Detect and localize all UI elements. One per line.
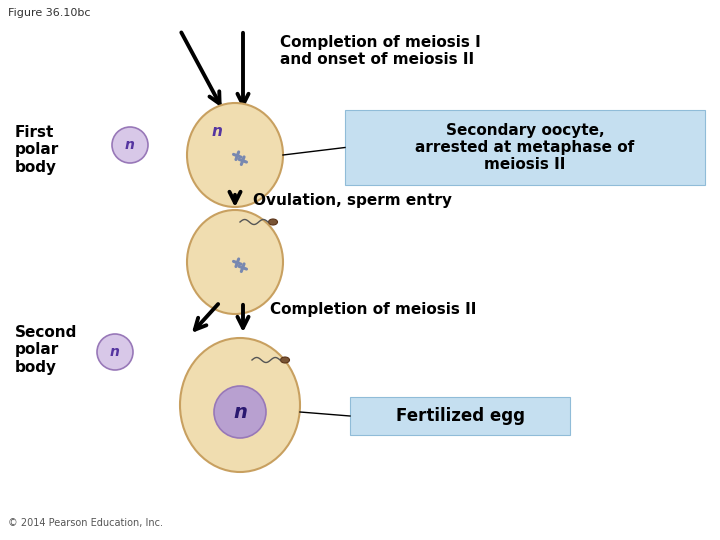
Ellipse shape — [187, 210, 283, 314]
Text: Ovulation, sperm entry: Ovulation, sperm entry — [253, 192, 452, 207]
Text: n: n — [212, 125, 222, 139]
Text: n: n — [125, 138, 135, 152]
Ellipse shape — [97, 334, 133, 370]
FancyBboxPatch shape — [350, 397, 570, 435]
Circle shape — [214, 386, 266, 438]
Text: Secondary oocyte,
arrested at metaphase of
meiosis II: Secondary oocyte, arrested at metaphase … — [415, 123, 634, 172]
Ellipse shape — [112, 127, 148, 163]
Text: Completion of meiosis II: Completion of meiosis II — [270, 302, 477, 317]
Text: Completion of meiosis I
and onset of meiosis II: Completion of meiosis I and onset of mei… — [280, 35, 481, 68]
Ellipse shape — [269, 219, 277, 225]
Text: Figure 36.10bc: Figure 36.10bc — [8, 8, 91, 18]
FancyBboxPatch shape — [345, 110, 705, 185]
Text: © 2014 Pearson Education, Inc.: © 2014 Pearson Education, Inc. — [8, 518, 163, 528]
Text: First
polar
body: First polar body — [15, 125, 59, 175]
Text: n: n — [233, 402, 247, 422]
Text: Second
polar
body: Second polar body — [15, 325, 77, 375]
Text: Fertilized egg: Fertilized egg — [395, 407, 524, 425]
Ellipse shape — [180, 338, 300, 472]
Ellipse shape — [187, 103, 283, 207]
Text: n: n — [110, 345, 120, 359]
Ellipse shape — [281, 357, 289, 363]
